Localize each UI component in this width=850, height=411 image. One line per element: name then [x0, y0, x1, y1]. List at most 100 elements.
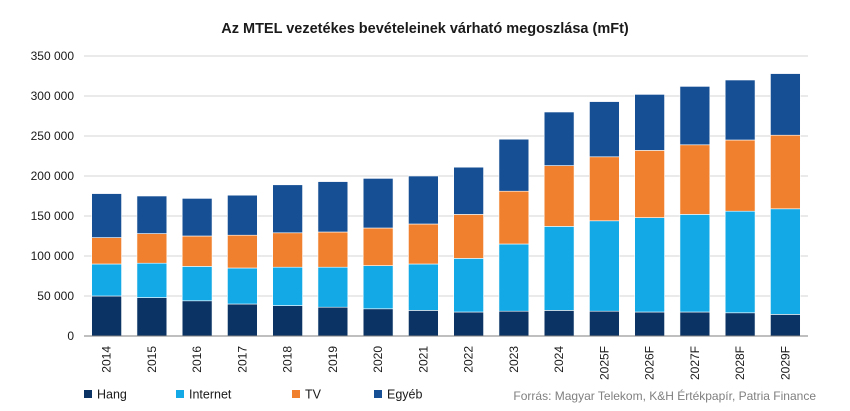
- bar-egy-b-2026F: [634, 94, 665, 151]
- bar-egy-b-2019: [317, 181, 349, 233]
- x-tick-label: 2022: [462, 346, 476, 373]
- y-tick-label: 250 000: [31, 129, 75, 143]
- bar-egy-b-2014: [91, 193, 122, 238]
- bar-egy-b-2018: [272, 184, 303, 234]
- bar-internet-2022: [453, 258, 484, 313]
- bar-egy-b-2029F: [770, 73, 801, 136]
- chart-title: Az MTEL vezetékes bevételeinek várható m…: [221, 21, 629, 37]
- legend-swatch-internet: [176, 390, 184, 398]
- bar-egy-b-2028F: [724, 79, 756, 141]
- x-tick-label: 2020: [371, 346, 385, 373]
- bar-hang-2020: [362, 308, 394, 337]
- bar-tv-2022: [453, 214, 484, 259]
- bar-tv-2020: [362, 227, 394, 266]
- bar-internet-2016: [181, 266, 213, 302]
- x-tick-label: 2023: [507, 346, 521, 373]
- bar-internet-2021: [408, 263, 439, 311]
- bar-hang-2024: [543, 310, 575, 337]
- bar-egy-b-2027F: [679, 86, 711, 146]
- legend-label: Internet: [189, 388, 232, 402]
- bar-hang-2016: [181, 300, 213, 337]
- bar-egy-b-2021: [408, 175, 439, 225]
- x-tick-label: 2017: [235, 346, 249, 373]
- x-tick-label: 2015: [145, 346, 159, 373]
- bar-hang-2022: [453, 311, 484, 337]
- x-tick-label: 2025F: [597, 346, 611, 380]
- y-axis-ticks: 0 50 000 100 000 150 000 200 000 250 000 300 0…: [31, 49, 75, 343]
- bar-hang-2028F: [724, 312, 756, 337]
- bar-egy-b-2022: [453, 166, 484, 215]
- bar-tv-2024: [543, 165, 575, 227]
- bar-hang-2019: [317, 306, 349, 337]
- bar-tv-2025F: [589, 156, 620, 222]
- bar-hang-2018: [272, 305, 303, 337]
- x-tick-label: 2021: [416, 346, 430, 373]
- bar-hang-2014: [91, 295, 122, 337]
- bar-internet-2024: [543, 226, 575, 311]
- bar-internet-2027F: [679, 214, 711, 313]
- bar-hang-2026F: [634, 311, 665, 337]
- bar-egy-b-2025F: [589, 101, 620, 158]
- bar-egy-b-2023: [498, 138, 530, 192]
- legend-swatch-tv: [292, 390, 300, 398]
- bar-internet-2019: [317, 266, 349, 308]
- bar-internet-2015: [136, 262, 168, 298]
- bar-tv-2023: [498, 190, 530, 245]
- bar-tv-2015: [136, 233, 168, 264]
- bar-egy-b-2024: [543, 111, 575, 166]
- legend-swatch-hang: [84, 390, 92, 398]
- bar-tv-2026F: [634, 150, 665, 218]
- x-axis-ticks: 2014 2015 2016 2017 2018 2019 2020 2021 2022 2023…: [100, 346, 793, 380]
- legend-swatch-egy-b: [374, 390, 382, 398]
- y-tick-label: 100 000: [31, 249, 75, 263]
- bar-egy-b-2015: [136, 195, 168, 234]
- bar-tv-2017: [227, 234, 258, 269]
- bar-tv-2027F: [679, 144, 711, 215]
- bar-internet-2026F: [634, 217, 665, 313]
- x-tick-label: 2026F: [643, 346, 657, 380]
- bar-internet-2023: [498, 243, 530, 312]
- source-note: Forrás: Magyar Telekom, K&H Értékpapír, …: [513, 388, 816, 403]
- bar-internet-2029F: [770, 208, 801, 315]
- y-tick-label: 200 000: [31, 169, 75, 183]
- bar-hang-2027F: [679, 311, 711, 337]
- x-tick-label: 2029F: [778, 346, 792, 380]
- x-tick-label: 2024: [552, 346, 566, 373]
- bars: [91, 73, 801, 337]
- bar-tv-2019: [317, 231, 349, 268]
- bar-egy-b-2016: [181, 198, 213, 237]
- x-tick-label: 2016: [190, 346, 204, 373]
- y-tick-label: 300 000: [31, 89, 75, 103]
- bar-internet-2014: [91, 263, 122, 297]
- bar-internet-2018: [272, 266, 303, 306]
- bar-internet-2025F: [589, 220, 620, 312]
- bar-internet-2020: [362, 265, 394, 310]
- bar-tv-2014: [91, 237, 122, 265]
- legend-label: Egyéb: [387, 388, 422, 402]
- x-tick-label: 2014: [100, 346, 114, 373]
- bar-hang-2017: [227, 303, 258, 337]
- x-tick-label: 2028F: [733, 346, 747, 380]
- y-tick-label: 350 000: [31, 49, 75, 63]
- bar-tv-2029F: [770, 134, 801, 210]
- bar-internet-2028F: [724, 210, 756, 314]
- bar-tv-2021: [408, 223, 439, 265]
- x-tick-label: 2018: [281, 346, 295, 373]
- legend-label: Hang: [97, 388, 127, 402]
- legend-label: TV: [305, 388, 322, 402]
- bar-egy-b-2020: [362, 178, 394, 229]
- y-tick-label: 50 000: [37, 289, 74, 303]
- x-tick-label: 2027F: [688, 346, 702, 380]
- bar-egy-b-2017: [227, 194, 258, 236]
- bar-internet-2017: [227, 267, 258, 305]
- legend: Hang Internet TV Egyéb: [84, 388, 422, 402]
- bar-tv-2028F: [724, 139, 756, 212]
- bar-hang-2023: [498, 310, 530, 337]
- y-tick-label: 0: [67, 329, 74, 343]
- y-tick-label: 150 000: [31, 209, 75, 223]
- bar-hang-2015: [136, 297, 168, 337]
- bar-tv-2018: [272, 232, 303, 268]
- x-tick-label: 2019: [326, 346, 340, 373]
- bar-hang-2025F: [589, 310, 620, 337]
